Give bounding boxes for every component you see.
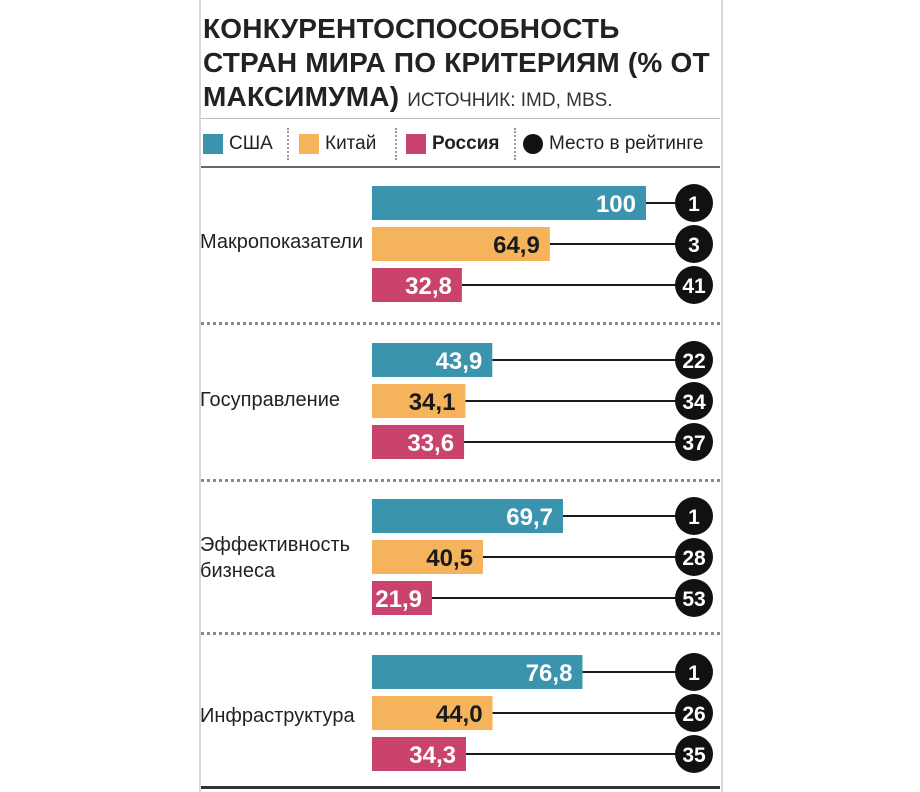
rank-circle (675, 653, 713, 691)
rank-value-label: 28 (682, 547, 706, 570)
bar-value-label: 69,7 (506, 504, 553, 531)
bar-value-label: 34,1 (409, 389, 456, 416)
panel-right-edge (721, 0, 723, 792)
category-label-macro: Макропоказатели (200, 229, 363, 255)
rank-value-label: 53 (682, 588, 705, 611)
rank-circle (675, 735, 713, 773)
legend: США Китай Россия Место в рейтинге (201, 122, 720, 166)
bar-russia (372, 581, 433, 615)
bar-usa (372, 655, 583, 689)
bar-value-label: 21,9 (375, 586, 422, 613)
rank-value-label: 41 (682, 275, 706, 298)
legend-divider (201, 166, 720, 168)
rank-value-label: 1 (688, 506, 700, 529)
bar-china (372, 227, 550, 261)
rank-circle (675, 266, 713, 304)
bar-usa (372, 499, 563, 533)
category-label-infrastructure: Инфраструктура (200, 703, 355, 729)
group-separator (201, 322, 720, 325)
chart-source: ИСТОЧНИК: IMD, MBS. (407, 90, 613, 111)
rank-value-label: 1 (688, 193, 700, 216)
legend-label-russia: Россия (432, 133, 500, 154)
legend-swatch-usa (203, 134, 223, 154)
bar-russia (372, 737, 466, 771)
group-separator (201, 479, 720, 482)
rank-circle (675, 225, 713, 263)
category-label-business: Эффективность бизнеса (200, 532, 350, 584)
bar-value-label: 34,3 (409, 742, 456, 769)
bar-usa (372, 343, 493, 377)
bar-usa (372, 186, 646, 220)
legend-label-china: Китай (325, 133, 377, 154)
rank-value-label: 1 (688, 662, 700, 685)
bar-value-label: 32,8 (405, 273, 452, 300)
legend-label-rank: Место в рейтинге (549, 133, 704, 154)
rank-circle (675, 382, 713, 420)
legend-item-china: Китай (299, 132, 376, 156)
chart-title: КОНКУРЕНТОСПОСОБНОСТЬ СТРАН МИРА ПО КРИТ… (203, 12, 718, 118)
rank-value-label: 34 (682, 391, 706, 414)
category-label-line: бизнеса (200, 560, 276, 582)
chart-title-main: КОНКУРЕНТОСПОСОБНОСТЬ СТРАН МИРА ПО КРИТ… (203, 13, 710, 112)
category-label-government: Госуправление (200, 387, 340, 413)
title-divider (201, 118, 720, 119)
rank-circle (675, 423, 713, 461)
bottom-rule (201, 786, 720, 789)
rank-circle (675, 694, 713, 732)
rank-value-label: 3 (688, 234, 700, 257)
rank-value-label: 35 (682, 744, 706, 767)
legend-separator (514, 128, 516, 160)
category-label-line: Эффективность (200, 534, 351, 556)
bar-value-label: 76,8 (526, 660, 573, 687)
rank-circle (675, 497, 713, 535)
bar-value-label: 43,9 (436, 348, 483, 375)
rank-value-label: 37 (682, 432, 705, 455)
group-separator (201, 632, 720, 635)
bar-value-label: 44,0 (436, 701, 483, 728)
panel-left-edge (199, 0, 201, 792)
legend-separator (287, 128, 289, 160)
bar-russia (372, 425, 465, 459)
bar-value-label: 33,6 (407, 430, 454, 457)
rank-circle (675, 538, 713, 576)
bar-china (372, 540, 483, 574)
bar-value-label: 40,5 (426, 545, 473, 572)
rank-circle (675, 341, 713, 379)
bar-china (372, 696, 493, 730)
category-label-line: Макропоказатели (200, 231, 364, 253)
bar-russia (372, 268, 462, 302)
legend-item-russia: Россия (406, 132, 499, 156)
legend-separator (395, 128, 397, 160)
legend-label-usa: США (229, 133, 273, 154)
rank-circle (675, 579, 713, 617)
rank-circle (675, 184, 713, 222)
rank-value-label: 22 (682, 350, 705, 373)
rank-value-label: 26 (682, 703, 705, 726)
category-label-line: Инфраструктура (200, 705, 355, 727)
category-label-line: Госуправление (200, 389, 340, 411)
bar-china (372, 384, 466, 418)
legend-item-usa: США (203, 132, 273, 156)
bar-value-label: 64,9 (493, 232, 540, 259)
legend-swatch-china (299, 134, 319, 154)
legend-swatch-russia (406, 134, 426, 154)
bar-value-label: 100 (596, 191, 636, 218)
rank-dot-icon (523, 134, 543, 154)
legend-item-rank: Место в рейтинге (523, 132, 703, 156)
